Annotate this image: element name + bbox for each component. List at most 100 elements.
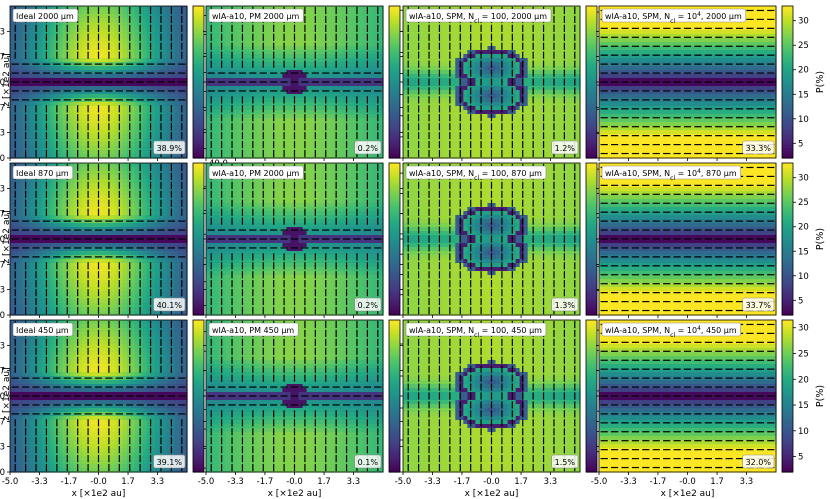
- heatmap-cell: [258, 86, 263, 91]
- heatmap-cell: [262, 74, 267, 79]
- heatmap-cell: [403, 154, 408, 159]
- heatmap-cell: [170, 34, 176, 39]
- heatmap-cell: [266, 22, 271, 27]
- heatmap-cell: [370, 94, 376, 99]
- heatmap-cell: [258, 6, 263, 11]
- heatmap-cell: [455, 58, 460, 63]
- heatmap-cell: [38, 70, 43, 75]
- heatmap-cell: [314, 98, 320, 103]
- heatmap-cell: [443, 74, 448, 79]
- heatmap-cell: [234, 126, 239, 131]
- heatmap-cell: [166, 82, 172, 87]
- heatmap-cell: [126, 6, 132, 11]
- heatmap-cell: [38, 82, 43, 87]
- heatmap-cell: [174, 154, 180, 159]
- heatmap-cell: [298, 26, 304, 31]
- heatmap-cell: [407, 54, 412, 59]
- heatmap-cell: [455, 150, 460, 155]
- heatmap-cell: [134, 26, 140, 31]
- heatmap-cell: [134, 18, 140, 23]
- heatmap-cell: [74, 74, 79, 79]
- heatmap-cell: [459, 62, 464, 67]
- heatmap-cell: [38, 86, 43, 91]
- heatmap-cell: [154, 54, 160, 59]
- heatmap-cell: [30, 86, 35, 91]
- colorbar-segment: [389, 122, 400, 126]
- heatmap-cell: [206, 58, 211, 63]
- heatmap-cell: [378, 154, 384, 159]
- heatmap-cell: [238, 82, 243, 87]
- heatmap-cell: [314, 126, 320, 131]
- heatmap-cell: [258, 102, 263, 107]
- heatmap-cell: [102, 66, 108, 71]
- heatmap-cell: [366, 54, 372, 59]
- heatmap-cell: [431, 126, 436, 131]
- heatmap-cell: [118, 26, 124, 31]
- heatmap-cell: [142, 114, 148, 119]
- colorbar-segment: [193, 13, 204, 17]
- heatmap-cell: [66, 38, 71, 43]
- heatmap-cell: [447, 22, 452, 27]
- heatmap-cell: [86, 18, 92, 23]
- colorbar-segment: [193, 84, 204, 88]
- heatmap-cell: [94, 74, 100, 79]
- heatmap-cell: [475, 118, 481, 123]
- heatmap-cell: [150, 42, 156, 47]
- heatmap-cell: [451, 78, 456, 83]
- heatmap-cell: [310, 122, 316, 127]
- heatmap-cell: [26, 126, 31, 131]
- heatmap-cell: [250, 78, 255, 83]
- heatmap-cell: [90, 30, 96, 35]
- heatmap-cell: [475, 138, 481, 143]
- heatmap-cell: [270, 46, 275, 51]
- heatmap-cell: [411, 6, 416, 11]
- heatmap-cell: [74, 6, 79, 11]
- heatmap-cell: [50, 130, 55, 135]
- heatmap-cell: [366, 82, 372, 87]
- heatmap-cell: [286, 58, 292, 63]
- heatmap-cell: [234, 82, 239, 87]
- heatmap-cell: [30, 102, 35, 107]
- heatmap-cell: [439, 94, 444, 99]
- heatmap-cell: [242, 50, 247, 55]
- heatmap-cell: [106, 74, 112, 79]
- heatmap-cell: [366, 86, 372, 91]
- heatmap-cell: [42, 34, 47, 39]
- heatmap-cell: [250, 66, 255, 71]
- heatmap-cell: [423, 90, 428, 95]
- heatmap-cell: [443, 42, 448, 47]
- heatmap-cell: [50, 146, 55, 151]
- heatmap-cell: [170, 58, 176, 63]
- heatmap-cell: [423, 110, 428, 115]
- heatmap-cell: [246, 130, 251, 135]
- heatmap-cell: [326, 10, 332, 15]
- heatmap-cell: [278, 66, 284, 71]
- heatmap-cell: [118, 82, 124, 87]
- heatmap-cell: [366, 34, 372, 39]
- heatmap-cell: [206, 82, 211, 87]
- heatmap-cell: [310, 134, 316, 139]
- heatmap-cell: [14, 134, 19, 139]
- heatmap-cell: [206, 26, 211, 31]
- heatmap-cell: [483, 150, 489, 155]
- heatmap-cell: [403, 138, 408, 143]
- heatmap-cell: [82, 34, 88, 39]
- heatmap-cell: [118, 134, 124, 139]
- heatmap-cell: [354, 78, 360, 83]
- heatmap-cell: [166, 10, 172, 15]
- heatmap-cell: [338, 14, 344, 19]
- heatmap-cell: [419, 50, 424, 55]
- heatmap-cell: [86, 38, 92, 43]
- heatmap-cell: [350, 130, 356, 135]
- heatmap-cell: [250, 90, 255, 95]
- heatmap-cell: [102, 130, 108, 135]
- heatmap-cell: [210, 58, 215, 63]
- heatmap-cell: [443, 102, 448, 107]
- heatmap-cell: [90, 50, 96, 55]
- heatmap-cell: [206, 70, 211, 75]
- colorbar-segment: [193, 6, 204, 10]
- heatmap-cell: [463, 50, 468, 55]
- heatmap-cell: [10, 118, 15, 123]
- heatmap-cell: [334, 14, 340, 19]
- heatmap-cell: [138, 22, 144, 27]
